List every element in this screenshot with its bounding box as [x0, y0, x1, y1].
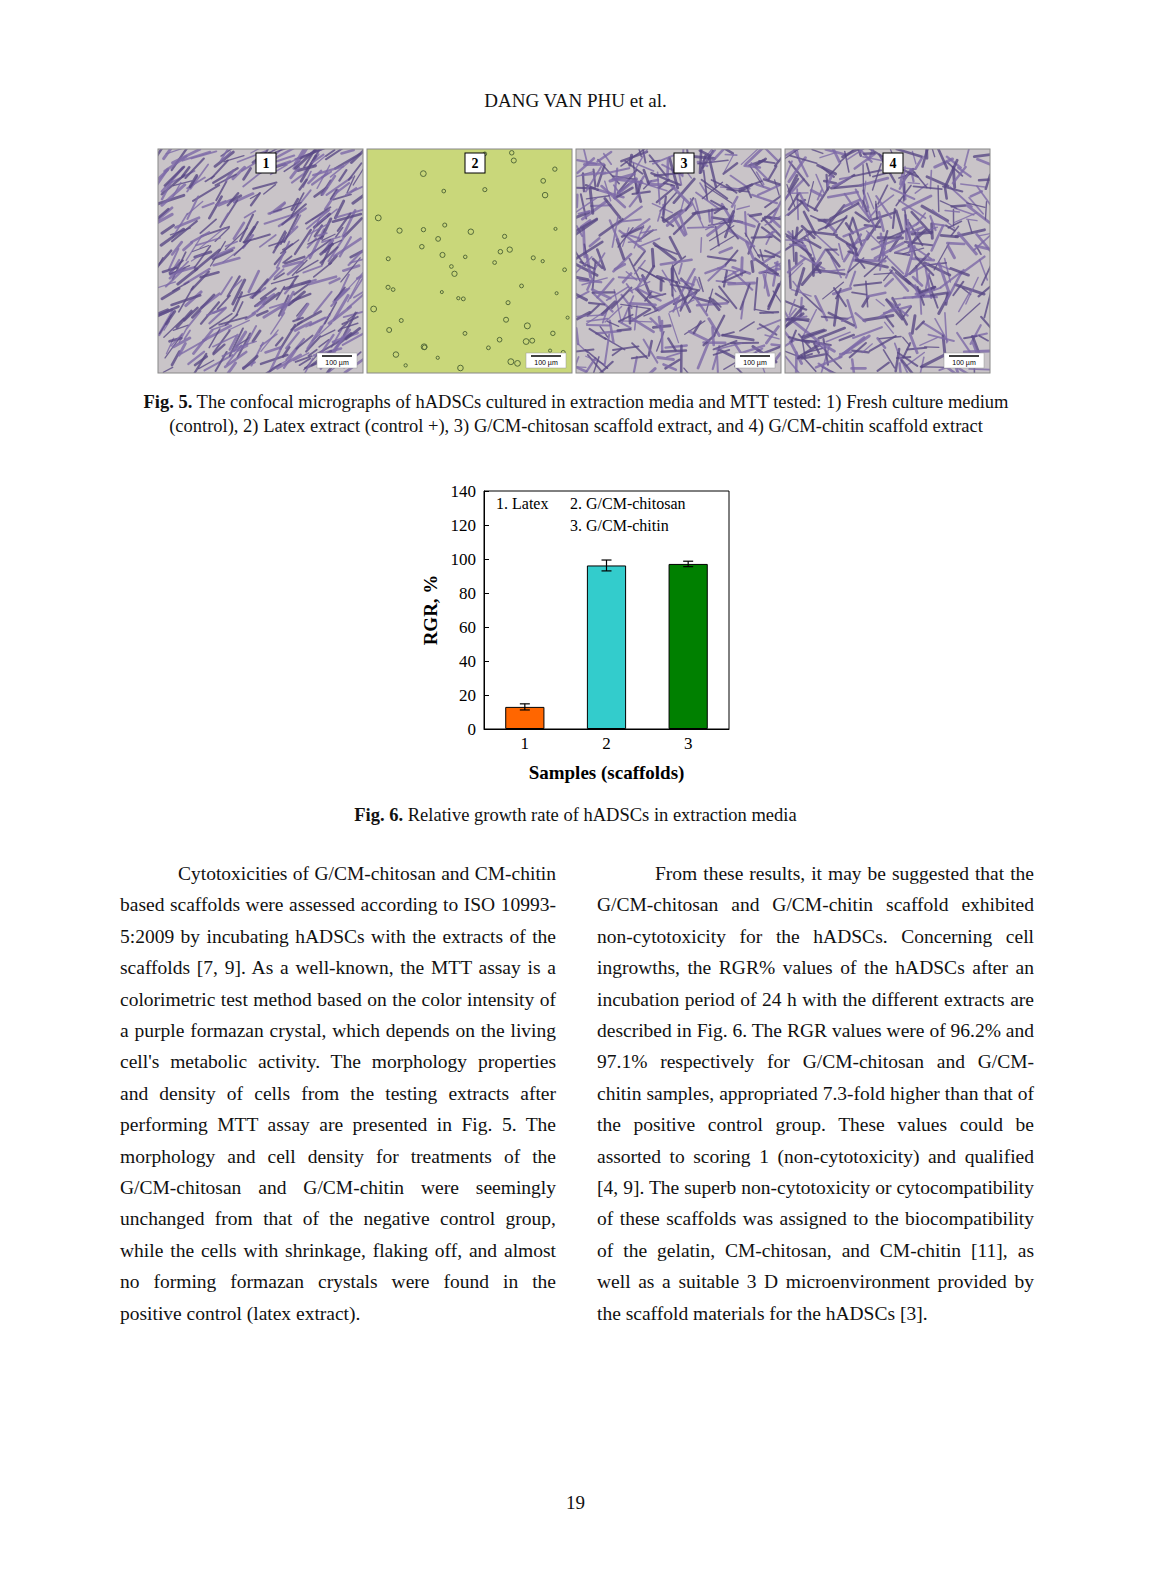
svg-text:0: 0 — [468, 720, 477, 739]
html-text:From these results, it may be: From these results, it may be suggested … — [597, 863, 1034, 1324]
svg-text:Samples (scaffolds): Samples (scaffolds) — [529, 762, 685, 784]
svg-text:3. G/CM-chitin: 3. G/CM-chitin — [570, 517, 669, 534]
svg-text:60: 60 — [459, 618, 476, 637]
svg-text:2: 2 — [602, 734, 611, 753]
svg-text:RGR, %: RGR, % — [420, 575, 441, 646]
html-text:Cytotoxicities of G/CM-chitosa: Cytotoxicities of G/CM-chitosan and CM-c… — [120, 863, 556, 1324]
svg-text:100 µm: 100 µm — [325, 359, 349, 367]
svg-text:80: 80 — [459, 584, 476, 603]
svg-text:2. G/CM-chitosan: 2. G/CM-chitosan — [570, 495, 686, 512]
html-text:Fig. 5. The confocal micrograp: Fig. 5. The confocal micrographs of hADS… — [143, 392, 1009, 436]
html-text:19: 19 — [566, 1492, 585, 1513]
svg-text:100 µm: 100 µm — [743, 359, 767, 367]
svg-text:40: 40 — [459, 652, 476, 671]
svg-text:1. Latex: 1. Latex — [496, 495, 548, 512]
svg-text:100: 100 — [451, 550, 477, 569]
html-text:DANG VAN PHU et al.: DANG VAN PHU et al. — [484, 90, 667, 111]
html-text:Fig. 6. Relative growth rate o: Fig. 6. Relative growth rate of hADSCs i… — [354, 805, 797, 825]
svg-text:120: 120 — [451, 516, 477, 535]
svg-text:1: 1 — [521, 734, 530, 753]
svg-text:100 µm: 100 µm — [534, 359, 558, 367]
svg-text:2: 2 — [472, 156, 479, 171]
svg-text:3: 3 — [684, 734, 693, 753]
svg-text:20: 20 — [459, 686, 476, 705]
svg-text:100 µm: 100 µm — [952, 359, 976, 367]
svg-text:1: 1 — [263, 156, 270, 171]
svg-text:140: 140 — [451, 482, 477, 501]
svg-text:4: 4 — [890, 156, 897, 171]
svg-text:3: 3 — [681, 156, 688, 171]
